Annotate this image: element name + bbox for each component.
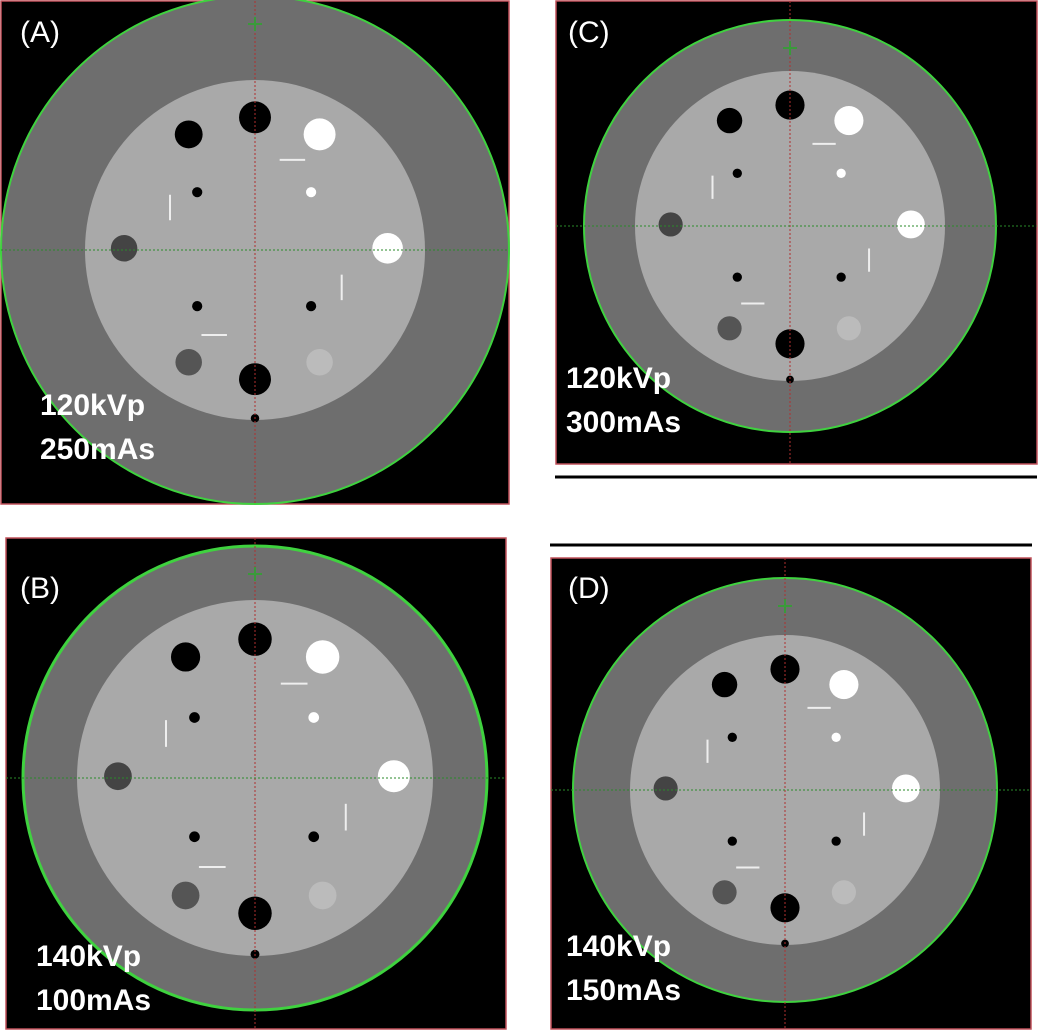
insert xyxy=(171,881,200,910)
insert xyxy=(836,168,846,178)
scan-setting: 300mAs xyxy=(566,406,681,439)
insert xyxy=(110,235,138,262)
insert xyxy=(896,210,925,239)
ct-panel: (D) 140kVp 150mAs xyxy=(550,557,1032,1030)
insert xyxy=(658,212,683,237)
insert xyxy=(732,168,742,178)
insert xyxy=(189,712,200,723)
insert xyxy=(308,881,337,910)
insert xyxy=(306,187,317,198)
scan-setting: 140kVp xyxy=(36,940,141,973)
insert xyxy=(711,671,738,698)
insert xyxy=(238,896,272,931)
insert xyxy=(377,760,410,793)
insert xyxy=(306,348,333,376)
marker-plus xyxy=(248,567,262,581)
scan-setting: 120kVp xyxy=(566,362,671,395)
scan-setting: 150mAs xyxy=(566,974,681,1007)
insert xyxy=(306,301,317,312)
panel-label: (A) xyxy=(20,16,60,49)
insert xyxy=(831,836,841,846)
scan-setting: 250mAs xyxy=(40,433,155,466)
insert xyxy=(727,732,737,742)
insert xyxy=(170,642,201,672)
insert xyxy=(717,316,742,341)
ct-panel: (A) 120kVp 250mAs xyxy=(0,0,510,505)
insert xyxy=(786,375,794,384)
insert xyxy=(175,348,202,376)
insert xyxy=(372,233,403,264)
insert xyxy=(732,272,742,282)
panel-label: (C) xyxy=(568,16,610,49)
insert xyxy=(836,272,846,282)
insert xyxy=(192,187,203,198)
insert xyxy=(834,106,864,136)
insert xyxy=(829,670,859,700)
insert xyxy=(303,118,336,151)
insert xyxy=(239,363,271,396)
insert xyxy=(192,301,203,312)
scan-setting: 120kVp xyxy=(40,389,145,422)
insert xyxy=(104,762,132,791)
panel-label: (B) xyxy=(20,572,60,605)
insert xyxy=(174,120,203,149)
marker-plus xyxy=(783,41,797,55)
insert xyxy=(305,640,340,674)
insert xyxy=(831,880,856,905)
marker-plus xyxy=(778,599,792,613)
insert xyxy=(653,776,678,801)
insert xyxy=(836,316,861,341)
panel-label: (D) xyxy=(568,572,610,605)
scan-setting: 100mAs xyxy=(36,984,151,1017)
ct-panel: (C) 120kVp 300mAs xyxy=(555,0,1038,465)
ct-panel: (B) 140kVp 100mAs xyxy=(5,537,507,1030)
insert xyxy=(891,774,920,803)
insert xyxy=(712,880,737,905)
insert xyxy=(770,654,800,684)
marker-plus xyxy=(248,17,262,31)
insert xyxy=(308,712,320,723)
scan-setting: 140kVp xyxy=(566,930,671,963)
insert xyxy=(308,831,320,843)
insert xyxy=(727,836,737,846)
insert xyxy=(831,732,841,742)
insert xyxy=(189,831,200,843)
insert xyxy=(716,107,743,134)
insert xyxy=(775,329,805,359)
